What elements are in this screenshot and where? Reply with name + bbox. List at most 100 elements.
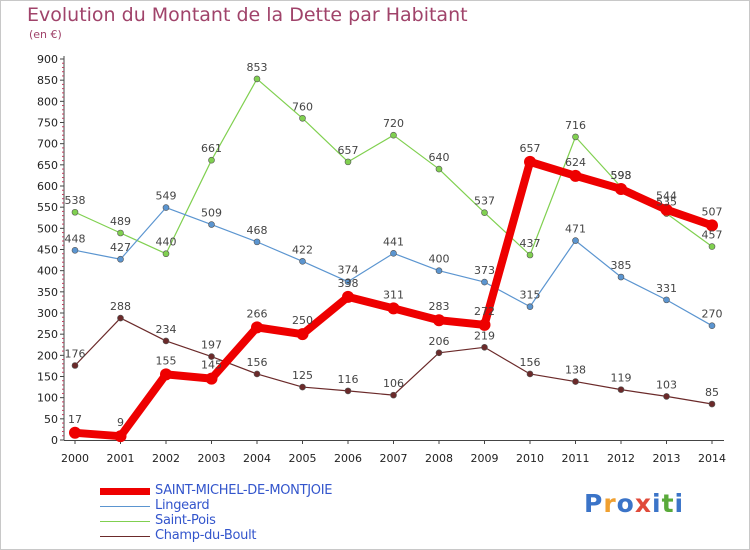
data-point [569,169,582,182]
data-point [299,114,306,122]
data-point [208,353,215,360]
data-label: 219 [474,329,495,342]
data-point [526,251,534,259]
x-tick-label: 2001 [107,452,135,465]
data-label: 270 [702,308,723,321]
data-label: 145 [201,359,222,372]
data-point [71,208,79,216]
legend-label: Champ-du-Boult [155,528,257,543]
data-label: 507 [702,205,723,218]
data-point [663,393,670,400]
legend-label: Saint-Pois [155,513,216,528]
series-line [74,78,713,256]
axes: 0 50 100 150 200 250 300 350 400 450 500 550 600 650 7… [37,53,726,465]
data-label: 437 [520,237,541,250]
data-label: 441 [383,235,404,248]
data-point [663,296,670,304]
data-point [299,258,306,265]
data-label: 509 [201,207,222,220]
data-label: 234 [156,323,177,336]
data-point [253,75,261,83]
data-label: 720 [383,117,404,130]
data-point [114,430,127,443]
data-label: 283 [429,300,450,313]
data-point [617,273,625,281]
data-point [117,314,124,322]
y-tick-label: 100 [37,392,58,405]
data-label: 537 [474,195,495,208]
data-label: 593 [611,169,632,182]
data-point [615,182,627,195]
data-point [435,267,443,274]
data-label: 272 [474,305,495,318]
data-labels: 5384894406618537606577206405374377165985… [65,61,723,429]
data-point [69,426,81,439]
data-point [162,204,170,211]
data-point [342,290,354,303]
data-point [481,343,488,351]
data-label: 338 [338,277,359,290]
x-tick-label: 2014 [698,452,726,465]
data-label: 315 [520,289,541,302]
data-label: 448 [65,232,86,245]
data-point [390,250,397,257]
data-label: 535 [656,196,677,209]
data-label: 657 [520,142,541,155]
x-tick-label: 2008 [425,452,453,465]
data-point [524,155,536,168]
x-tick-label: 2000 [61,452,89,465]
data-point [481,278,488,286]
y-tick-label: 550 [37,201,58,214]
x-tick-label: 2007 [380,452,408,465]
data-point [299,383,306,391]
data-label: 640 [429,151,450,164]
data-label: 116 [338,373,359,386]
data-point [253,370,261,378]
y-tick-label: 750 [37,117,58,130]
y-tick-label: 200 [37,349,58,362]
data-point [344,387,352,395]
data-point [526,370,534,378]
y-tick-label: 450 [37,244,58,257]
data-label: 598 [611,169,632,182]
y-tick-label: 150 [37,371,58,384]
x-tick-label: 2006 [334,452,362,465]
legend-label: SAINT-MICHEL-DE-MONTJOIE [155,483,333,498]
data-point [390,131,397,139]
data-point [708,243,716,250]
data-label: 176 [65,347,86,360]
data-label: 440 [156,236,177,249]
data-point [390,391,397,399]
data-label: 197 [201,339,222,352]
data-label: 427 [110,241,131,254]
data-label: 661 [201,142,222,155]
legend-swatch [100,521,150,522]
data-point [205,372,218,385]
data-point [162,337,170,345]
data-point [253,238,261,246]
data-label: 138 [565,364,586,377]
y-tick-label: 250 [37,328,58,341]
data-point [117,229,124,237]
data-label: 156 [520,356,541,369]
data-point [344,158,352,166]
legend-swatch [100,488,150,495]
data-label: 489 [110,215,131,228]
data-point [251,321,263,334]
x-tick-label: 2012 [607,452,635,465]
proxiti-logo: Proxiti [584,489,685,518]
data-label: 155 [156,354,177,367]
y-tick-label: 900 [37,53,58,66]
data-point [572,378,579,385]
data-point [344,278,352,285]
y-tick-label: 700 [37,138,58,151]
data-label: 400 [429,253,450,266]
data-label: 85 [705,386,719,399]
data-point [526,303,534,310]
data-point [435,165,443,173]
data-label: 471 [565,223,586,236]
x-tick-label: 2002 [152,452,180,465]
data-label: 457 [702,229,723,242]
y-tick-label: 350 [37,286,58,299]
